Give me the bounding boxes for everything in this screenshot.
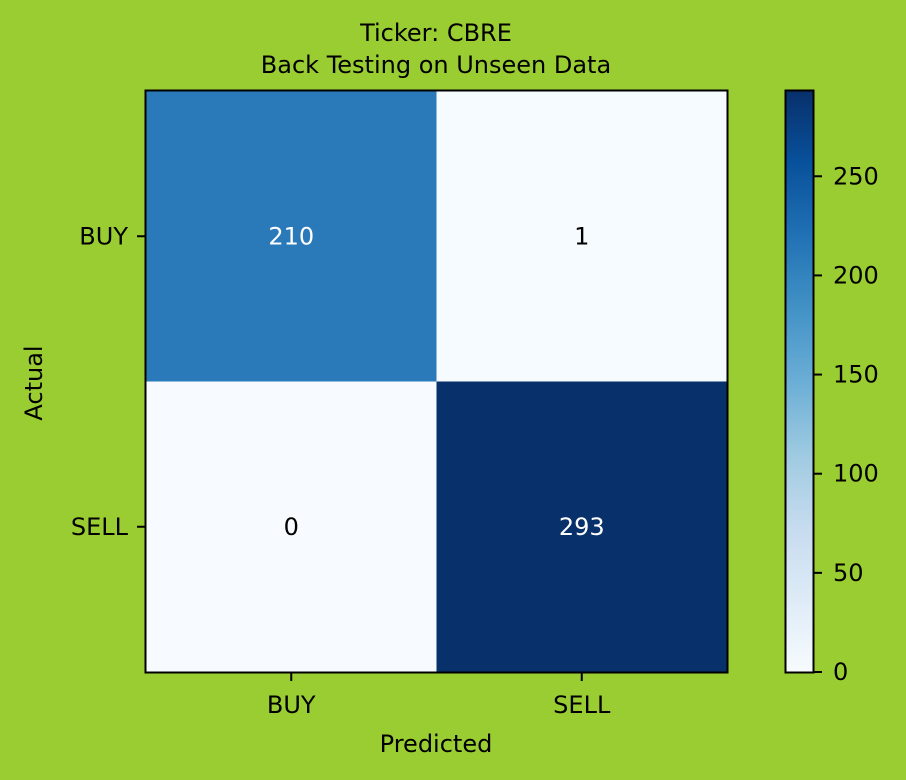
colorbar-tick-label: 50 xyxy=(833,559,864,587)
colorbar-tick-label: 0 xyxy=(833,658,848,686)
cell-value-label: 293 xyxy=(559,513,605,541)
colorbar-tick-label: 200 xyxy=(833,261,879,289)
axes: BUY SELL BUY SELL xyxy=(71,222,611,719)
heatmap-cell xyxy=(146,91,437,382)
colorbar-ticks: 0 50 100 150 200 250 xyxy=(813,162,879,686)
x-tick-label: BUY xyxy=(267,691,316,719)
y-tick-label: BUY xyxy=(79,222,128,250)
x-axis-label: Predicted xyxy=(380,730,493,758)
y-axis-label: Actual xyxy=(20,345,48,420)
heatmap-cells: 210 1 0 293 xyxy=(146,91,727,672)
chart-title: Ticker: CBRE xyxy=(359,19,512,47)
heatmap-cell xyxy=(436,91,727,382)
colorbar-tick-label: 150 xyxy=(833,361,879,389)
cell-value-label: 0 xyxy=(284,513,299,541)
x-tick-label: SELL xyxy=(553,691,611,719)
plot-frame xyxy=(144,89,729,674)
heatmap-cell xyxy=(146,381,437,672)
cell-value-label: 210 xyxy=(268,222,314,250)
colorbar xyxy=(784,89,815,674)
colorbar-tick-label: 250 xyxy=(833,162,879,190)
y-tick-label: SELL xyxy=(71,513,129,541)
heatmap-cell xyxy=(436,381,727,672)
cell-value-label: 1 xyxy=(574,222,589,250)
colorbar-tick-label: 100 xyxy=(833,460,879,488)
chart-subtitle: Back Testing on Unseen Data xyxy=(261,51,611,79)
